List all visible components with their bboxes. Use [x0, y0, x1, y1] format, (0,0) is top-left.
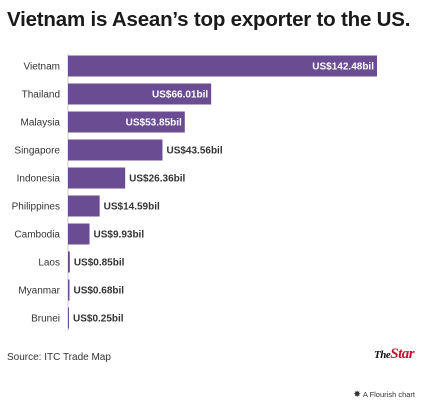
chart-title: Vietnam is Asean’s top exporter to the U… — [7, 8, 411, 31]
bar-myanmar[interactable] — [68, 279, 70, 301]
source-note: Source: ITC Trade Map — [7, 352, 111, 363]
category-label-laos: Laos — [38, 258, 60, 269]
value-label-malaysia: US$53.85bil — [126, 118, 182, 129]
bar-chart: Vietnam US$142.48bil Thailand US$66.01bil Ma… — [12, 53, 377, 331]
value-label-philippines: US$14.59bil — [104, 202, 160, 213]
bar-thailand[interactable] — [68, 83, 212, 105]
value-label-indonesia: US$26.36bil — [129, 174, 185, 185]
category-label-indonesia: Indonesia — [17, 174, 61, 185]
category-label-vietnam: Vietnam — [23, 62, 60, 73]
value-label-laos: US$0.85bil — [74, 258, 125, 269]
value-label-myanmar: US$0.68bil — [73, 286, 124, 297]
value-label-thailand: US$66.01bil — [152, 90, 208, 101]
value-label-cambodia: US$9.93bil — [94, 230, 145, 241]
category-label-thailand: Thailand — [22, 90, 60, 101]
value-label-brunei: US$0.25bil — [73, 314, 124, 325]
category-label-myanmar: Myanmar — [18, 286, 60, 297]
bar-laos[interactable] — [68, 251, 70, 273]
flourish-credit[interactable]: ✸ A Flourish chart — [353, 389, 415, 400]
brand-star: Star — [390, 346, 415, 362]
category-label-brunei: Brunei — [31, 314, 60, 325]
bar-singapore[interactable] — [68, 139, 163, 161]
value-label-singapore: US$43.56bil — [166, 146, 222, 157]
flourish-credit-label: A Flourish chart — [362, 390, 415, 399]
flourish-icon: ✸ — [353, 389, 361, 399]
the-star-logo: TheStar — [374, 346, 415, 363]
category-label-philippines: Philippines — [12, 202, 60, 213]
bar-indonesia[interactable] — [68, 167, 126, 189]
bar-brunei[interactable] — [68, 307, 69, 329]
category-label-singapore: Singapore — [14, 146, 60, 157]
bar-philippines[interactable] — [68, 195, 100, 217]
bar-vietnam[interactable] — [68, 55, 377, 77]
bar-cambodia[interactable] — [68, 223, 90, 245]
brand-the: The — [374, 349, 391, 361]
category-label-cambodia: Cambodia — [14, 230, 60, 241]
bar-malaysia[interactable] — [68, 111, 185, 133]
category-label-malaysia: Malaysia — [21, 118, 61, 129]
value-label-vietnam: US$142.48bil — [312, 62, 374, 73]
